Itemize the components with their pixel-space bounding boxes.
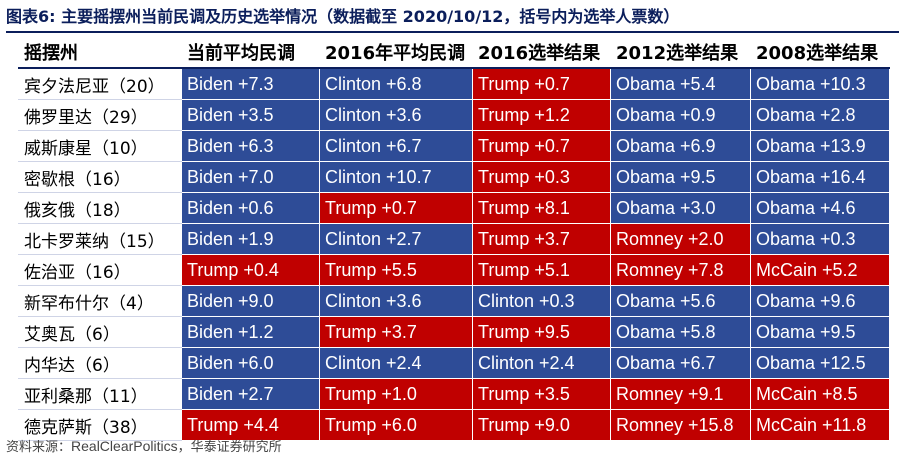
table-row: 俄亥俄（18） Biden +0.6 Trump +0.7 Trump +8.1 Oba… (18, 192, 890, 224)
table-row: 亚利桑那（11） Biden +2.7 Trump +1.0 Trump +3.5 Ro… (18, 378, 890, 410)
source-suffix: ，华泰证券研究所 (177, 440, 282, 455)
republican-margin-cell: Romney +2.0 (610, 223, 751, 255)
democrat-margin-cell: Biden +7.3 (181, 67, 320, 100)
header-2012-result: 2012选举结果 (610, 36, 751, 69)
state-cell: 俄亥俄（18） (18, 192, 182, 224)
republican-margin-cell: Trump +3.5 (472, 378, 611, 410)
table-row: 威斯康星（10） Biden +6.3 Clinton +6.7 Trump +0.7… (18, 130, 890, 162)
democrat-margin-cell: Obama +5.4 (610, 67, 751, 100)
democrat-margin-cell: Biden +9.0 (181, 285, 320, 317)
header-current-poll: 当前平均民调 (181, 36, 320, 69)
democrat-margin-cell: Obama +0.9 (610, 99, 751, 131)
state-cell: 新罕布什尔（4） (18, 285, 182, 317)
democrat-margin-cell: Biden +6.3 (181, 130, 320, 162)
democrat-margin-cell: Obama +9.6 (750, 285, 890, 317)
republican-margin-cell: Trump +0.7 (472, 67, 611, 100)
democrat-margin-cell: Biden +1.2 (181, 316, 320, 348)
democrat-margin-cell: Clinton +6.8 (319, 67, 473, 100)
state-cell: 艾奥瓦（6） (18, 316, 182, 348)
democrat-margin-cell: Obama +6.9 (610, 130, 751, 162)
state-cell: 德克萨斯（38） (18, 409, 182, 441)
table-row: 德克萨斯（38） Trump +4.4 Trump +6.0 Trump +9.0 Ro… (18, 409, 890, 441)
table-row: 艾奥瓦（6） Biden +1.2 Trump +3.7 Trump +9.5 Obam… (18, 316, 890, 348)
democrat-margin-cell: Biden +0.6 (181, 192, 320, 224)
republican-margin-cell: Trump +3.7 (319, 316, 473, 348)
democrat-margin-cell: Clinton +2.4 (319, 347, 473, 379)
democrat-margin-cell: Obama +3.0 (610, 192, 751, 224)
democrat-margin-cell: Obama +5.8 (610, 316, 751, 348)
state-cell: 密歇根（16） (18, 161, 182, 193)
democrat-margin-cell: Obama +13.9 (750, 130, 890, 162)
state-cell: 威斯康星（10） (18, 130, 182, 162)
republican-margin-cell: Trump +1.2 (472, 99, 611, 131)
republican-margin-cell: McCain +8.5 (750, 378, 890, 410)
republican-margin-cell: Trump +8.1 (472, 192, 611, 224)
democrat-margin-cell: Obama +9.5 (750, 316, 890, 348)
democrat-margin-cell: Obama +16.4 (750, 161, 890, 193)
democrat-margin-cell: Clinton +2.4 (472, 347, 611, 379)
source-note: 资料来源：RealClearPolitics，华泰证券研究所 (6, 436, 282, 458)
democrat-margin-cell: Obama +6.7 (610, 347, 751, 379)
democrat-margin-cell: Obama +5.6 (610, 285, 751, 317)
swing-state-table: 摇摆州 当前平均民调 2016年平均民调 2016选举结果 2012选举结果 2… (18, 36, 890, 441)
democrat-margin-cell: Obama +9.5 (610, 161, 751, 193)
republican-margin-cell: Trump +9.5 (472, 316, 611, 348)
header-row: 摇摆州 当前平均民调 2016年平均民调 2016选举结果 2012选举结果 2… (18, 36, 890, 69)
democrat-margin-cell: Clinton +3.6 (319, 99, 473, 131)
header-2016-poll: 2016年平均民调 (319, 36, 473, 69)
table-row: 北卡罗莱纳（15） Biden +1.9 Clinton +2.7 Trump +3.… (18, 223, 890, 255)
democrat-margin-cell: Clinton +2.7 (319, 223, 473, 255)
header-2016-result: 2016选举结果 (472, 36, 611, 69)
republican-margin-cell: McCain +11.8 (750, 409, 890, 441)
table-row: 内华达（6） Biden +6.0 Clinton +2.4 Clinton +2.4… (18, 347, 890, 379)
table-row: 密歇根（16） Biden +7.0 Clinton +10.7 Trump +0.3… (18, 161, 890, 193)
figure-title: 图表6: 主要摇摆州当前民调及历史选举情况（数据截至 2020/10/12，括号… (6, 7, 680, 26)
state-cell: 宾夕法尼亚（20） (18, 67, 182, 100)
republican-margin-cell: Trump +0.3 (472, 161, 611, 193)
republican-margin-cell: Trump +6.0 (319, 409, 473, 441)
source-name: RealClearPolitics (71, 438, 178, 454)
table-row: 佛罗里达（29） Biden +3.5 Clinton +3.6 Trump +1.2… (18, 99, 890, 131)
democrat-margin-cell: Biden +1.9 (181, 223, 320, 255)
democrat-margin-cell: Obama +2.8 (750, 99, 890, 131)
republican-margin-cell: Trump +3.7 (472, 223, 611, 255)
democrat-margin-cell: Clinton +3.6 (319, 285, 473, 317)
democrat-margin-cell: Biden +2.7 (181, 378, 320, 410)
republican-margin-cell: McCain +5.2 (750, 254, 890, 286)
republican-margin-cell: Romney +15.8 (610, 409, 751, 441)
state-cell: 佛罗里达（29） (18, 99, 182, 131)
democrat-margin-cell: Clinton +10.7 (319, 161, 473, 193)
democrat-margin-cell: Clinton +6.7 (319, 130, 473, 162)
state-cell: 内华达（6） (18, 347, 182, 379)
democrat-margin-cell: Biden +6.0 (181, 347, 320, 379)
republican-margin-cell: Trump +0.7 (319, 192, 473, 224)
democrat-margin-cell: Clinton +0.3 (472, 285, 611, 317)
state-cell: 北卡罗莱纳（15） (18, 223, 182, 255)
table-row: 佐治亚（16） Trump +0.4 Trump +5.5 Trump +5.1 Rom… (18, 254, 890, 286)
republican-margin-cell: Trump +0.7 (472, 130, 611, 162)
state-cell: 亚利桑那（11） (18, 378, 182, 410)
republican-margin-cell: Romney +9.1 (610, 378, 751, 410)
democrat-margin-cell: Biden +7.0 (181, 161, 320, 193)
source-prefix: 资料来源： (6, 440, 72, 455)
democrat-margin-cell: Obama +0.3 (750, 223, 890, 255)
state-cell: 佐治亚（16） (18, 254, 182, 286)
republican-margin-cell: Trump +9.0 (472, 409, 611, 441)
republican-margin-cell: Trump +0.4 (181, 254, 320, 286)
democrat-margin-cell: Obama +4.6 (750, 192, 890, 224)
republican-margin-cell: Romney +7.8 (610, 254, 751, 286)
democrat-margin-cell: Obama +10.3 (750, 67, 890, 100)
header-2008-result: 2008选举结果 (750, 36, 890, 69)
title-divider (6, 31, 899, 33)
header-state: 摇摆州 (18, 36, 182, 69)
republican-margin-cell: Trump +1.0 (319, 378, 473, 410)
democrat-margin-cell: Biden +3.5 (181, 99, 320, 131)
table-row: 新罕布什尔（4） Biden +9.0 Clinton +3.6 Clinton +0… (18, 285, 890, 317)
republican-margin-cell: Trump +5.1 (472, 254, 611, 286)
table-row: 宾夕法尼亚（20） Biden +7.3 Clinton +6.8 Trump +0.… (18, 67, 890, 100)
republican-margin-cell: Trump +5.5 (319, 254, 473, 286)
democrat-margin-cell: Obama +12.5 (750, 347, 890, 379)
